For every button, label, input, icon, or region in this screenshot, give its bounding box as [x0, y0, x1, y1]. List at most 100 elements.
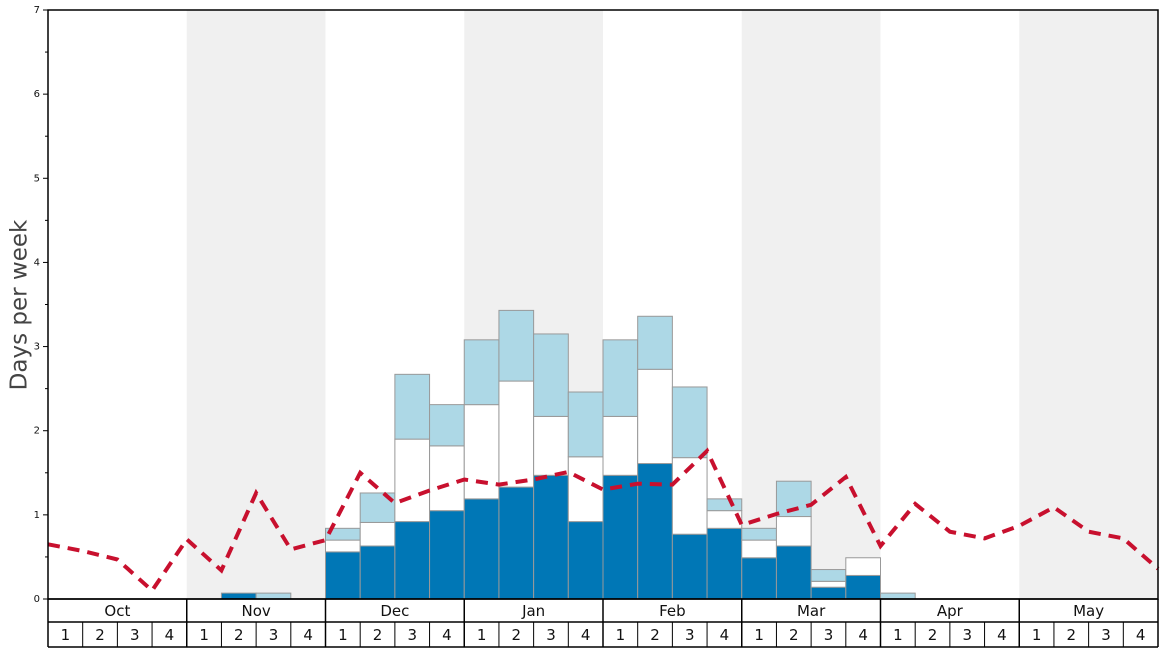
week-label: 2: [928, 626, 938, 644]
month-label-may: May: [1073, 602, 1104, 620]
bar-white: [567, 456, 604, 523]
week-label: 4: [720, 626, 730, 644]
y-tick-label: 7: [34, 5, 40, 16]
bar-dark: [602, 474, 639, 600]
bar-white: [845, 557, 881, 576]
bar-light: [567, 391, 604, 458]
bar-white: [775, 516, 812, 547]
bar-dark: [706, 527, 743, 600]
week-label: 1: [1032, 626, 1042, 644]
bar-white: [706, 510, 743, 529]
bar-light: [498, 309, 535, 382]
y-tick-label: 4: [34, 257, 40, 268]
bar-white: [810, 580, 847, 588]
week-label: 4: [858, 626, 868, 644]
week-label: 4: [442, 626, 452, 644]
week-label: 3: [130, 626, 140, 644]
bar-dark: [567, 521, 604, 600]
week-label: 2: [373, 626, 383, 644]
line-layer: [47, 447, 1160, 594]
bar-white: [429, 445, 465, 512]
week-label: 2: [789, 626, 799, 644]
y-tick-label: 0: [34, 594, 40, 605]
week-label: 2: [234, 626, 244, 644]
week-label: 1: [199, 626, 209, 644]
x-axis-labels: Oct 1 2 3 4 Nov 1 2 3 4 Dec 1 2 3 4 Jan 1 2 3 4 Feb 1 2 3 4 Mar 1 2…: [47, 598, 1159, 648]
bars-layer: [220, 309, 916, 600]
week-label: 1: [754, 626, 764, 644]
week-label: 3: [824, 626, 834, 644]
bar-light: [637, 315, 673, 370]
week-label: 3: [962, 626, 972, 644]
bar-light: [533, 333, 569, 417]
month-label-jan: Jan: [521, 602, 545, 620]
week-label: 3: [546, 626, 556, 644]
y-tick-label: 3: [34, 342, 40, 353]
bar-light: [880, 592, 916, 600]
bar-dark: [671, 533, 708, 600]
week-label: 3: [269, 626, 279, 644]
week-label: 1: [893, 626, 903, 644]
month-band-may: [1019, 10, 1158, 599]
bar-light: [741, 527, 777, 541]
bar-dark: [741, 557, 777, 600]
week-label: 4: [997, 626, 1007, 644]
bar-white: [741, 539, 777, 559]
bar-light: [429, 404, 465, 447]
bar-dark: [810, 586, 847, 600]
week-label: 2: [512, 626, 522, 644]
month-label-apr: Apr: [937, 602, 964, 620]
month-label-mar: Mar: [797, 602, 826, 620]
bar-dark: [463, 498, 500, 600]
y-tick-label: 1: [34, 510, 40, 521]
week-label: 2: [95, 626, 105, 644]
bar-dark: [533, 474, 569, 600]
bar-white: [533, 415, 569, 476]
week-label: 1: [338, 626, 348, 644]
month-label-nov: Nov: [241, 602, 270, 620]
week-label: 3: [685, 626, 695, 644]
week-label: 1: [61, 626, 71, 644]
bar-dark: [775, 545, 812, 600]
bar-light: [394, 373, 431, 440]
bar-light: [463, 339, 500, 406]
y-tick-label: 5: [34, 173, 40, 184]
bar-white: [602, 415, 639, 476]
week-label: 3: [1101, 626, 1111, 644]
week-label: 1: [477, 626, 487, 644]
bar-dark: [220, 592, 257, 600]
bar-white: [498, 380, 535, 488]
bar-white: [325, 539, 361, 553]
bar-light: [810, 569, 847, 582]
week-label: 2: [650, 626, 660, 644]
bar-dark: [429, 510, 465, 600]
month-band-nov: [186, 10, 326, 599]
bar-light: [671, 386, 708, 459]
y-tick-label: 2: [34, 426, 40, 437]
bar-white: [394, 438, 431, 523]
week-label: 1: [616, 626, 626, 644]
average-dashed-line: [47, 447, 1160, 594]
month-label-dec: Dec: [380, 602, 409, 620]
bar-light: [255, 592, 292, 600]
week-label: 4: [165, 626, 175, 644]
y-axis-label: Days per week: [7, 219, 33, 390]
week-label: 2: [1067, 626, 1077, 644]
bar-light: [706, 498, 743, 512]
month-label-oct: Oct: [104, 602, 130, 620]
week-label: 4: [1136, 626, 1146, 644]
bar-dark: [845, 574, 881, 600]
month-label-feb: Feb: [659, 602, 686, 620]
bar-light: [602, 339, 639, 417]
week-label: 4: [581, 626, 591, 644]
bar-white: [463, 404, 500, 500]
month-bands: [186, 10, 1158, 599]
week-label: 4: [303, 626, 313, 644]
bar-dark: [359, 545, 396, 600]
bar-dark: [498, 486, 535, 600]
bar-white: [637, 368, 673, 465]
bar-dark: [394, 521, 431, 600]
y-tick-label: 6: [34, 89, 40, 100]
